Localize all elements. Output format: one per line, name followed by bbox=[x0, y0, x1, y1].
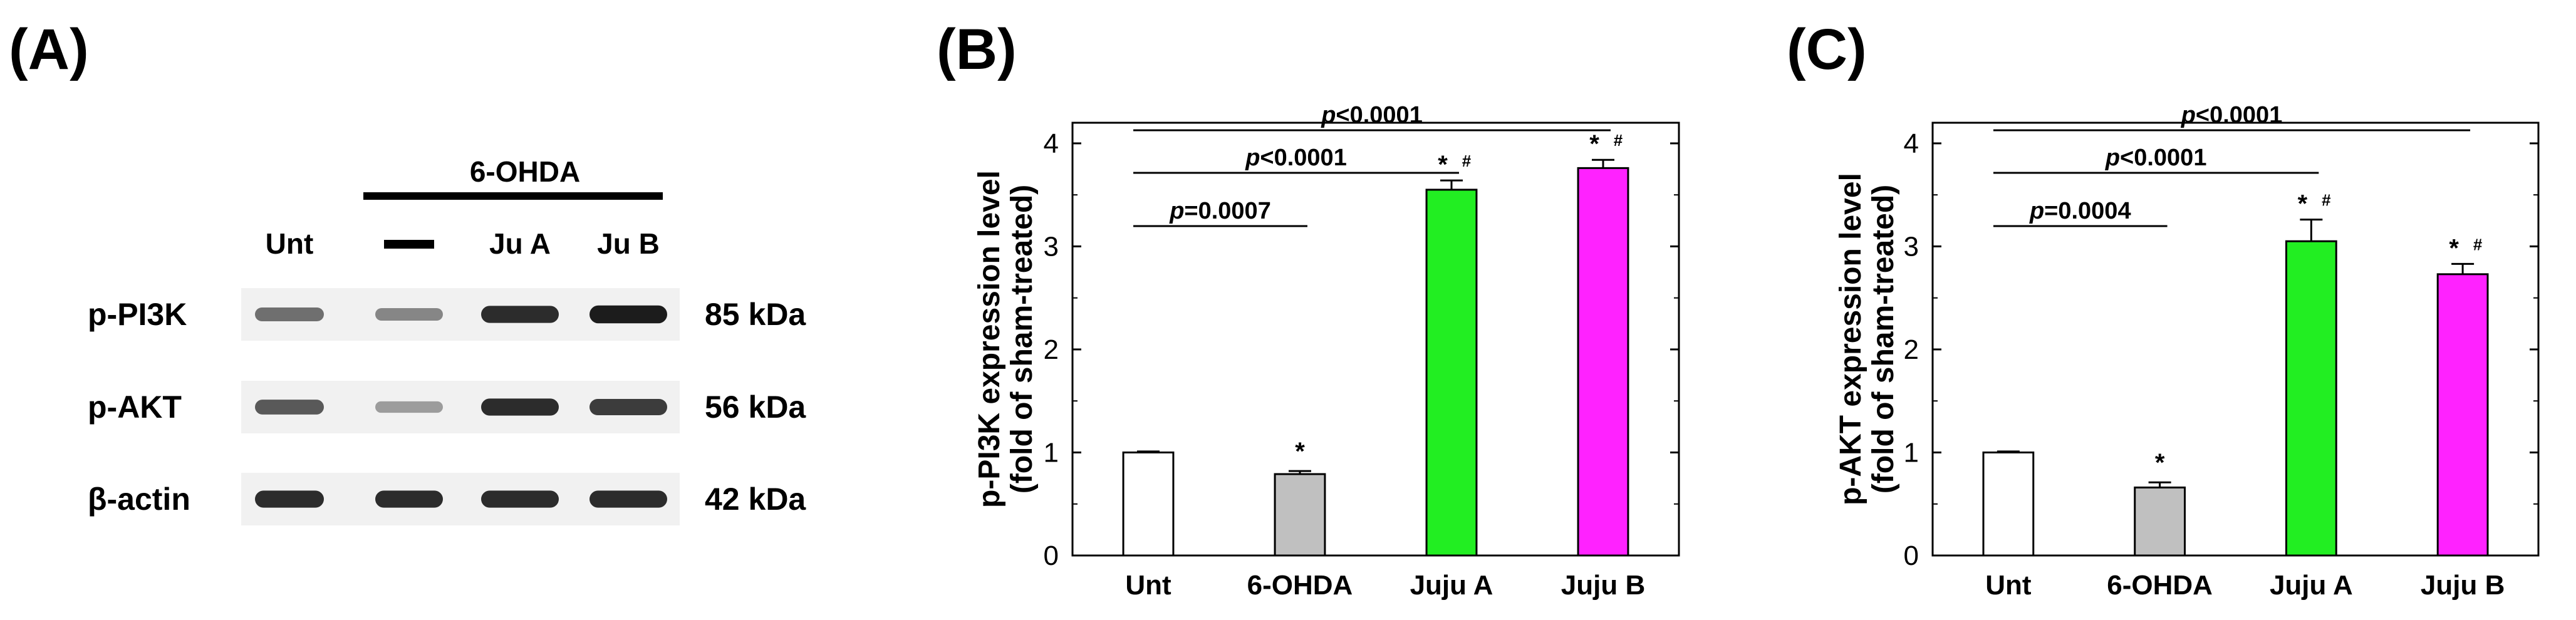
comparison-label: p=0.0007 bbox=[1169, 198, 1271, 224]
chart-p-pi3k: 0 1 2 3 4 p-PI3K expression level (fold of sha… bbox=[973, 102, 1680, 601]
western-blot: 6-OHDA Unt Ju A Ju B p-PI3K 85 kDa p-AKT 56 k… bbox=[88, 155, 806, 525]
bar bbox=[1274, 473, 1326, 557]
blot-rows: p-PI3K 85 kDa p-AKT 56 kDa β-actin 42 kDa bbox=[88, 288, 806, 525]
blot-band bbox=[481, 490, 559, 508]
x-tick-label: 6-OHDA bbox=[2107, 570, 2213, 601]
significance-mark-star: * bbox=[2298, 190, 2308, 218]
p-value: <0.0001 bbox=[2120, 145, 2206, 171]
molecular-weight-label: 56 kDa bbox=[705, 390, 806, 425]
blot-band bbox=[255, 307, 324, 321]
x-tick-label: Juju B bbox=[1561, 570, 1645, 601]
p-value: =0.0007 bbox=[1184, 198, 1270, 224]
bar bbox=[1122, 451, 1175, 557]
significance-mark-star: * bbox=[2449, 234, 2459, 262]
y-tick-label: 0 bbox=[1044, 540, 1059, 571]
protein-label: p-PI3K bbox=[88, 297, 187, 332]
significance-mark: * bbox=[2155, 449, 2165, 477]
x-tick-label: Juju A bbox=[1410, 570, 1493, 601]
y-tick-label: 2 bbox=[1904, 334, 1919, 365]
y-tick-label: 4 bbox=[1044, 128, 1059, 159]
plot-frame bbox=[1931, 121, 2540, 557]
significance-mark-hash: # bbox=[2322, 191, 2331, 210]
blot-band bbox=[375, 307, 443, 321]
bar bbox=[1982, 451, 2035, 557]
x-tick-label: 6-OHDA bbox=[1247, 570, 1353, 601]
lane-labels: Unt Ju A Ju B bbox=[266, 227, 660, 260]
blot-band bbox=[589, 398, 667, 416]
significance-mark-hash: # bbox=[2473, 235, 2483, 254]
p-value: =0.0004 bbox=[2044, 198, 2131, 224]
bar bbox=[2285, 240, 2337, 557]
lane-label: Ju A bbox=[489, 227, 551, 260]
blot-band bbox=[481, 398, 559, 416]
y-axis-label-line1: p-AKT expression level bbox=[1834, 173, 1867, 505]
molecular-weight-label: 85 kDa bbox=[705, 297, 806, 332]
treatment-label: 6-OHDA bbox=[470, 155, 580, 188]
bar bbox=[1577, 167, 1629, 557]
y-tick-label: 3 bbox=[1904, 231, 1919, 262]
significance-mark-hash: # bbox=[1614, 131, 1623, 150]
y-axis-label-line2: (fold of sham-treated) bbox=[1005, 185, 1039, 493]
significance-mark-star: * bbox=[1438, 151, 1448, 178]
blot-band bbox=[481, 306, 559, 323]
p-symbol: p bbox=[2181, 102, 2196, 128]
comparison-label: p<0.0001 bbox=[2181, 102, 2283, 128]
chart-p-akt: 0 1 2 3 4 p-AKT expression level (fold of sham… bbox=[1834, 102, 2540, 601]
lane-label-vehicle bbox=[384, 240, 434, 249]
significance-mark: * bbox=[1295, 438, 1305, 465]
lane-label: Unt bbox=[266, 227, 314, 260]
x-tick-label: Unt bbox=[1985, 570, 2032, 601]
panel-label-c: (C) bbox=[1787, 18, 1867, 81]
comparison-label: p<0.0001 bbox=[1321, 102, 1423, 128]
comparison-label: p<0.0001 bbox=[2105, 145, 2207, 171]
x-tick-label: Juju A bbox=[2270, 570, 2353, 601]
p-symbol: p bbox=[1169, 198, 1184, 224]
p-symbol: p bbox=[2029, 198, 2044, 224]
x-tick-label: Unt bbox=[1125, 570, 1171, 601]
y-tick-label: 0 bbox=[1904, 540, 1919, 571]
protein-label: p-AKT bbox=[88, 390, 182, 425]
p-value: <0.0001 bbox=[2196, 102, 2282, 128]
y-tick-label: 1 bbox=[1044, 437, 1059, 468]
significance-mark-star: * bbox=[1589, 130, 1599, 158]
y-tick-label: 4 bbox=[1904, 128, 1919, 159]
bar bbox=[1425, 189, 1478, 557]
comparison-label: p=0.0004 bbox=[2029, 198, 2131, 224]
panel-label-b: (B) bbox=[937, 18, 1017, 81]
protein-label: β-actin bbox=[88, 482, 190, 517]
blot-band bbox=[255, 490, 324, 508]
bar bbox=[2436, 273, 2489, 557]
blot-band bbox=[255, 400, 324, 415]
y-axis-label-line2: (fold of sham-treated) bbox=[1867, 185, 1900, 493]
x-tick-label: Juju B bbox=[2421, 570, 2505, 601]
significance-mark-hash: # bbox=[1462, 152, 1472, 170]
bar bbox=[2134, 486, 2186, 557]
p-symbol: p bbox=[2105, 145, 2120, 171]
p-value: <0.0001 bbox=[1336, 102, 1422, 128]
blot-band bbox=[589, 305, 667, 324]
blot-band bbox=[375, 401, 443, 413]
y-axis-label-line1: p-PI3K expression level bbox=[973, 170, 1006, 508]
comparison-label: p<0.0001 bbox=[1245, 145, 1347, 171]
blot-band bbox=[589, 490, 667, 508]
molecular-weight-label: 42 kDa bbox=[705, 482, 806, 517]
p-symbol: p bbox=[1245, 145, 1260, 171]
y-tick-label: 3 bbox=[1044, 231, 1059, 262]
blot-band bbox=[375, 490, 443, 508]
y-tick-label: 2 bbox=[1044, 334, 1059, 365]
panel-label-a: (A) bbox=[9, 18, 89, 81]
p-value: <0.0001 bbox=[1260, 145, 1346, 171]
p-symbol: p bbox=[1321, 102, 1336, 128]
lane-label: Ju B bbox=[597, 227, 660, 260]
plot-frame bbox=[1071, 121, 1680, 557]
y-tick-label: 1 bbox=[1904, 437, 1919, 468]
